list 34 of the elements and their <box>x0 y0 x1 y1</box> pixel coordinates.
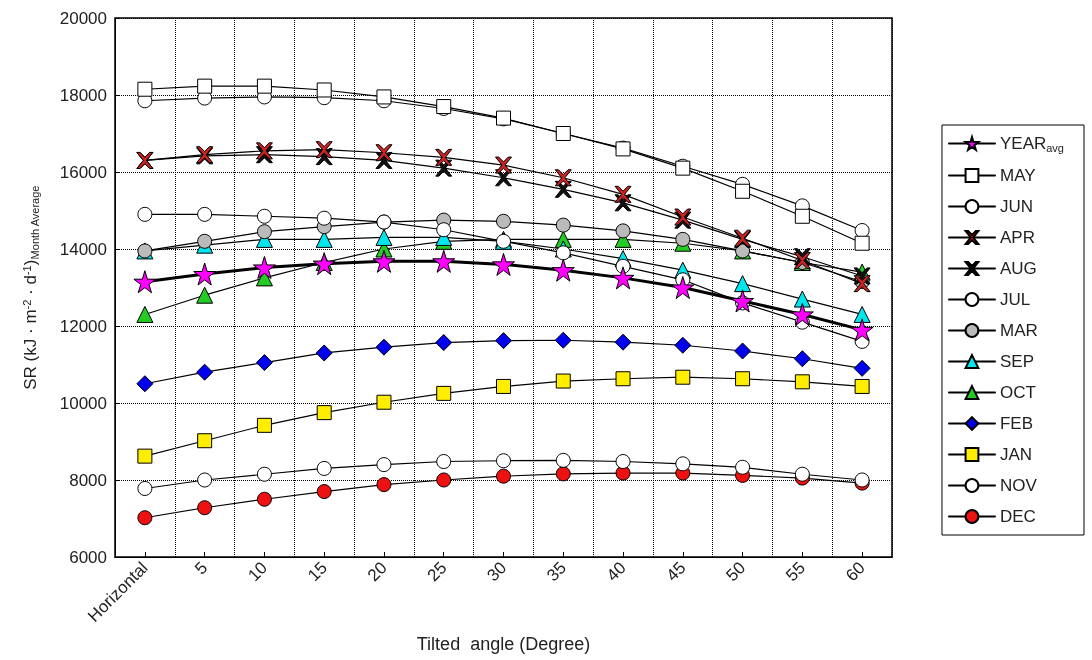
x-tick-label: 30 <box>483 558 511 586</box>
x-tick-label: 40 <box>602 558 630 586</box>
legend-label: SEP <box>999 352 1034 371</box>
x-axis-title: Tilted angle (Degree) <box>416 634 591 654</box>
legend-label: MAR <box>999 321 1038 340</box>
legend-label: AUG <box>999 259 1037 278</box>
y-tick-label: 12000 <box>59 316 107 336</box>
y-tick-label: 20000 <box>59 8 107 28</box>
legend-label: JUL <box>999 290 1031 309</box>
x-tick-label: 10 <box>244 558 272 586</box>
y-tick-label: 18000 <box>59 85 107 105</box>
legend-label: FEB <box>999 414 1034 433</box>
legend-label: DEC <box>999 507 1036 526</box>
y-tick-label: 6000 <box>69 547 107 567</box>
x-tick-label: 55 <box>782 558 810 586</box>
y-tick-label: 10000 <box>59 393 107 413</box>
x-tick-label: 60 <box>842 558 869 586</box>
y-tick-label: 14000 <box>59 239 107 259</box>
legend-label: JAN <box>999 445 1033 464</box>
legend-label: NOV <box>999 476 1038 495</box>
x-tick-label: 50 <box>722 558 750 586</box>
x-tick-label: 35 <box>543 558 570 586</box>
y-axis-title: SR (kJ · m-2 · d-1)Month Average <box>20 185 41 390</box>
x-tick-label: 20 <box>363 558 391 586</box>
legend-label: OCT <box>999 383 1036 402</box>
y-tick-label: 8000 <box>69 470 107 490</box>
x-tick-label: 45 <box>662 558 690 586</box>
y-tick-label: 16000 <box>59 162 107 182</box>
x-tick-label: 15 <box>304 558 331 586</box>
legend-label: APR <box>999 228 1035 247</box>
x-tick-label: 25 <box>423 558 451 586</box>
legend-label: MAY <box>999 166 1036 185</box>
x-tick-label: 5 <box>191 558 212 579</box>
legend-label: JUN <box>999 197 1034 216</box>
